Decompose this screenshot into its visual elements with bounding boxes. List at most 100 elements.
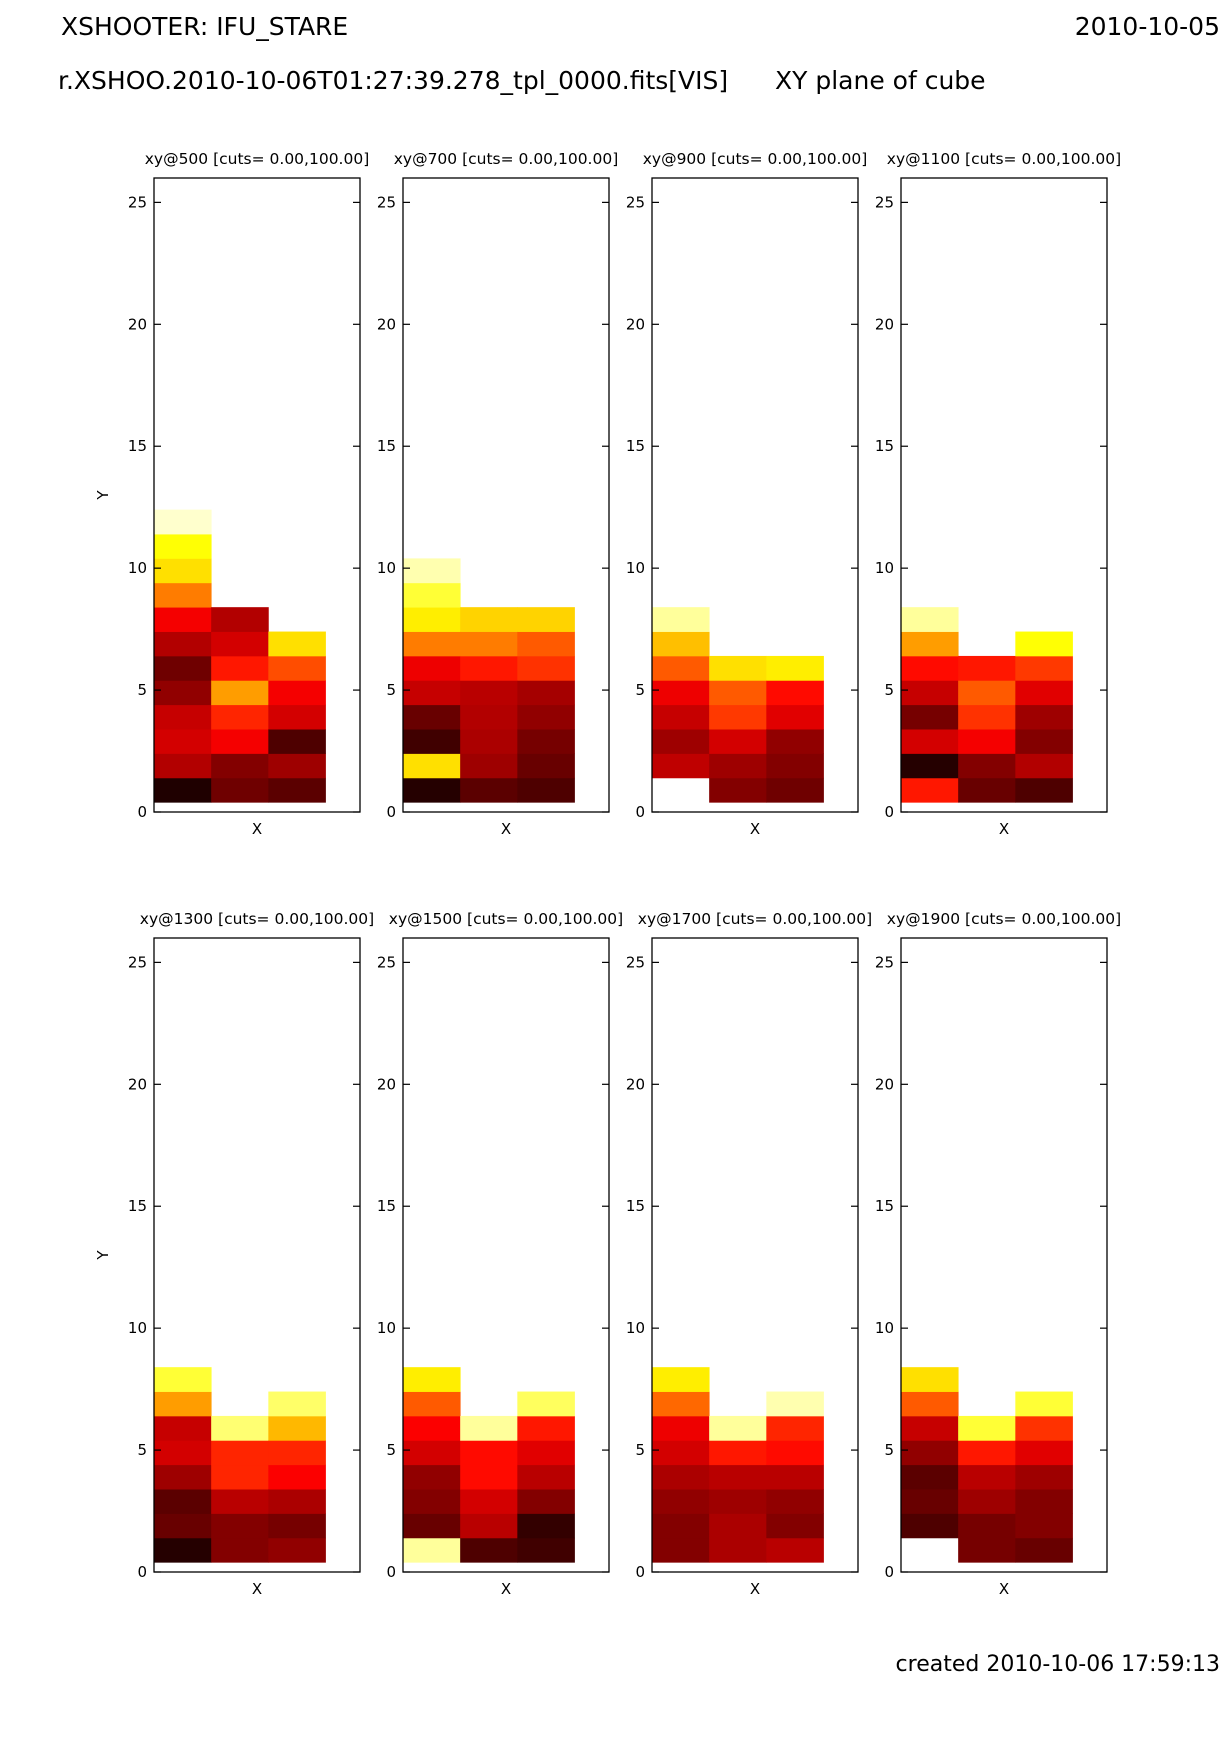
y-tick-label: 5 [884, 681, 894, 699]
heatmap-cell [517, 1537, 575, 1563]
heatmap-cell [958, 1415, 1016, 1441]
heatmap-cell [766, 655, 824, 681]
heatmap-cell [517, 1464, 575, 1490]
heatmap-cell [766, 1464, 824, 1490]
y-tick-label: 25 [875, 193, 894, 211]
y-tick-label: 5 [635, 681, 645, 699]
heatmap-panel-1: 0 5 10 15 20 25 xy@500 [cuts= 0.00,100.00] X Y [94, 150, 369, 838]
heatmap-cell [268, 704, 326, 730]
heatmap-cell [652, 1489, 710, 1514]
heatmap-cell [460, 753, 518, 779]
heatmap-cell [766, 1489, 824, 1514]
heatmap-cell [403, 558, 461, 584]
heatmap-cell [154, 1440, 212, 1466]
heatmap-cell [154, 534, 212, 559]
heatmap-cell [958, 1537, 1016, 1563]
y-axis-label: Y [94, 490, 112, 501]
y-tick-label: 0 [884, 803, 894, 821]
heatmap-cell [460, 777, 518, 803]
y-tick-label: 15 [626, 1197, 645, 1215]
heatmap-cell [154, 777, 212, 803]
panel-title: xy@1500 [cuts= 0.00,100.00] [389, 910, 623, 928]
heatmap-cell [517, 655, 575, 681]
heatmap-cell [211, 680, 269, 706]
created-timestamp: created 2010-10-06 17:59:13 [895, 1652, 1220, 1677]
heatmap-cell [211, 777, 269, 803]
heatmap-cell [766, 777, 824, 803]
heatmap-panel-5: 0 5 10 15 20 25 xy@1300 [cuts= 0.00,100.00] X Y [94, 910, 374, 1598]
heatmap-cell [901, 1415, 959, 1441]
axes-frame [402, 937, 610, 1573]
heatmap-cell [901, 1464, 959, 1490]
heatmap-cell [958, 1489, 1016, 1514]
heatmap-cell [901, 607, 959, 632]
y-tick-label: 15 [377, 437, 396, 455]
heatmap-cell [517, 1513, 575, 1539]
y-tick-label: 25 [377, 953, 396, 971]
heatmap-cell [709, 704, 767, 730]
heatmap-cell [460, 1489, 518, 1514]
heatmap-cell [460, 631, 518, 657]
heatmap-cell [958, 729, 1016, 754]
y-tick-label: 10 [875, 1319, 894, 1337]
heatmap-cell [154, 631, 212, 657]
heatmap-cell [268, 1440, 326, 1466]
heatmap-cell [154, 607, 212, 632]
heatmap-cell [268, 631, 326, 657]
axes-frame [651, 177, 859, 813]
x-axis-label: X [501, 820, 511, 838]
y-tick-label: 5 [386, 681, 396, 699]
heatmap-cell [901, 1513, 959, 1539]
heatmap-cell [1015, 655, 1073, 681]
y-tick-label: 20 [128, 315, 147, 333]
file-name: r.XSHOO.2010-10-06T01:27:39.278_tpl_0000… [58, 66, 729, 95]
heatmap-cell [652, 1415, 710, 1441]
heatmap-cell [709, 1415, 767, 1441]
heatmap-cell [403, 1464, 461, 1490]
heatmap-cell [154, 509, 212, 535]
axes-frame [900, 937, 1108, 1573]
heatmap-cell [517, 704, 575, 730]
heatmap-cell [403, 753, 461, 779]
heatmap-cell [517, 1440, 575, 1466]
heatmap-cell [154, 1415, 212, 1441]
heatmap-cell [1015, 1391, 1073, 1417]
heatmap-cell [1015, 729, 1073, 754]
heatmap-cell [901, 680, 959, 706]
heatmap-cell [211, 631, 269, 657]
y-tick-label: 20 [377, 315, 396, 333]
y-tick-label: 15 [875, 1197, 894, 1215]
heatmap-cell [154, 1464, 212, 1490]
y-tick-label: 15 [128, 437, 147, 455]
heatmap-cell [517, 777, 575, 803]
heatmap-panel-8: 0 5 10 15 20 25 xy@1900 [cuts= 0.00,100.00] X [875, 910, 1121, 1598]
y-tick-label: 0 [884, 1563, 894, 1581]
heatmap-cell [517, 631, 575, 657]
heatmap-cell [403, 1489, 461, 1514]
heatmap-cell [211, 753, 269, 779]
heatmap-cell [709, 1489, 767, 1514]
heatmap-cell [211, 607, 269, 632]
y-tick-label: 0 [386, 1563, 396, 1581]
heatmap-cell [1015, 753, 1073, 779]
plane-label: XY plane of cube [775, 66, 986, 95]
heatmap-cell [1015, 1537, 1073, 1563]
heatmap-cell [766, 704, 824, 730]
heatmap-cell [460, 1415, 518, 1441]
heatmap-cell [901, 1489, 959, 1514]
y-tick-label: 15 [626, 437, 645, 455]
heatmap-panel-2: 0 5 10 15 20 25 xy@700 [cuts= 0.00,100.00] X [377, 150, 618, 838]
heatmap-cell [766, 1440, 824, 1466]
heatmap-cell [958, 1440, 1016, 1466]
y-tick-label: 20 [626, 1075, 645, 1093]
heatmap-cell [268, 729, 326, 754]
x-axis-label: X [999, 820, 1009, 838]
heatmap-cell [268, 777, 326, 803]
heatmap-cell [1015, 1464, 1073, 1490]
heatmap-cell [460, 1537, 518, 1563]
heatmap-cell [766, 1513, 824, 1539]
heatmap-cell [211, 1537, 269, 1563]
panel-title: xy@1300 [cuts= 0.00,100.00] [140, 910, 374, 928]
heatmap-cell [766, 1537, 824, 1563]
heatmap-cell [268, 1464, 326, 1490]
